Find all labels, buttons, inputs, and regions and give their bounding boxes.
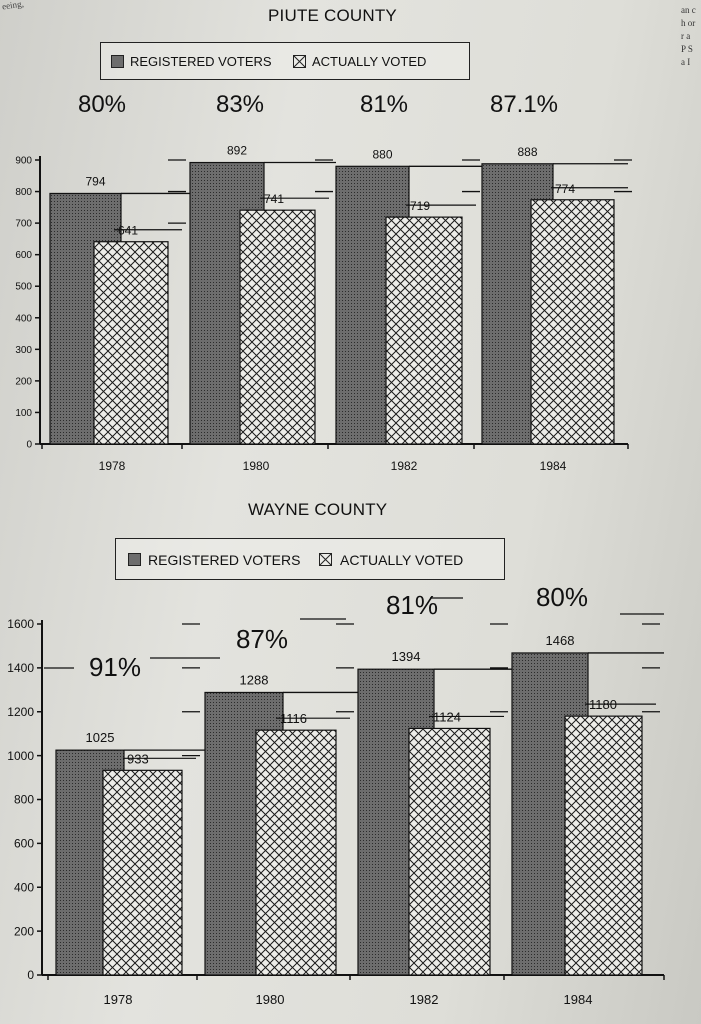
value-label-registered: 888	[517, 145, 537, 159]
bar-voted-1980	[239, 209, 316, 445]
y-tick-label: 900	[15, 156, 32, 167]
bar-voted-1980	[255, 729, 337, 976]
y-tick-label: 700	[15, 219, 32, 230]
percent-label: 80%	[536, 582, 588, 612]
registered-swatch	[111, 55, 124, 68]
value-label-voted: 719	[410, 199, 430, 213]
y-tick-label: 0	[26, 440, 32, 451]
value-label-voted: 741	[264, 192, 284, 206]
category-label-1984: 1984	[564, 992, 593, 1007]
bar-voted-1978	[102, 769, 183, 976]
legend-voted-label: ACTUALLY VOTED	[340, 552, 464, 568]
y-tick-label: 100	[15, 408, 32, 419]
value-label-voted: 933	[127, 751, 149, 766]
bar-voted-1982	[385, 216, 463, 445]
value-label-voted: 641	[118, 224, 138, 238]
percent-label: 81%	[386, 590, 438, 620]
category-label-1984: 1984	[540, 459, 567, 473]
y-tick-label: 400	[15, 313, 32, 324]
percent-label: 87.1%	[490, 91, 558, 118]
percent-label: 80%	[78, 91, 126, 118]
percent-label: 91%	[89, 652, 141, 682]
voted-swatch	[293, 55, 306, 68]
value-label-registered: 1025	[86, 730, 115, 745]
category-label-1980: 1980	[243, 459, 270, 473]
legend-voted-label: ACTUALLY VOTED	[312, 54, 427, 69]
value-label-voted: 774	[555, 182, 575, 196]
y-tick-label: 800	[14, 793, 34, 807]
y-tick-label: 1400	[7, 661, 34, 675]
percent-label: 87%	[236, 624, 288, 654]
y-tick-label: 1600	[7, 617, 34, 631]
value-label-registered: 1468	[546, 633, 575, 648]
value-label-registered: 1288	[240, 672, 269, 687]
value-label-voted: 1124	[433, 709, 461, 724]
piute-legend: REGISTERED VOTERS ACTUALLY VOTED	[100, 42, 470, 80]
wayne-legend: REGISTERED VOTERS ACTUALLY VOTED	[115, 538, 505, 580]
y-tick-label: 200	[14, 924, 34, 938]
edge-column-text: an ch or r a P S a I	[681, 5, 696, 67]
y-tick-label: 800	[15, 187, 32, 198]
category-label-1982: 1982	[410, 992, 439, 1007]
y-tick-label: 1000	[7, 749, 34, 763]
y-tick-label: 200	[15, 376, 32, 387]
registered-swatch	[128, 553, 141, 566]
y-tick-label: 600	[14, 837, 34, 851]
value-label-voted: 1180	[589, 697, 617, 712]
legend-registered-label: REGISTERED VOTERS	[130, 54, 272, 69]
voted-swatch	[319, 553, 332, 566]
value-label-voted: 1116	[280, 711, 307, 726]
y-tick-label: 300	[15, 345, 32, 356]
percent-label: 81%	[360, 91, 408, 118]
legend-registered-label: REGISTERED VOTERS	[148, 552, 301, 568]
y-tick-label: 500	[15, 282, 32, 293]
value-label-registered: 892	[227, 144, 247, 158]
y-tick-label: 0	[27, 968, 34, 982]
bar-voted-1982	[408, 727, 491, 976]
wayne-chart-title: WAYNE COUNTY	[248, 500, 388, 519]
value-label-registered: 880	[372, 147, 392, 161]
value-label-registered: 1394	[392, 649, 421, 664]
category-label-1978: 1978	[104, 992, 133, 1007]
percent-label: 83%	[216, 91, 264, 118]
y-tick-label: 1200	[7, 705, 34, 719]
y-tick-label: 400	[14, 880, 34, 894]
bar-voted-1978	[93, 241, 169, 445]
bar-voted-1984	[530, 199, 615, 445]
category-label-1982: 1982	[391, 459, 418, 473]
piute-chart-title: PIUTE COUNTY	[268, 6, 397, 25]
y-tick-label: 600	[15, 250, 32, 261]
value-label-registered: 794	[85, 174, 105, 188]
bar-voted-1984	[564, 715, 643, 976]
category-label-1980: 1980	[256, 992, 285, 1007]
category-label-1978: 1978	[99, 459, 126, 473]
